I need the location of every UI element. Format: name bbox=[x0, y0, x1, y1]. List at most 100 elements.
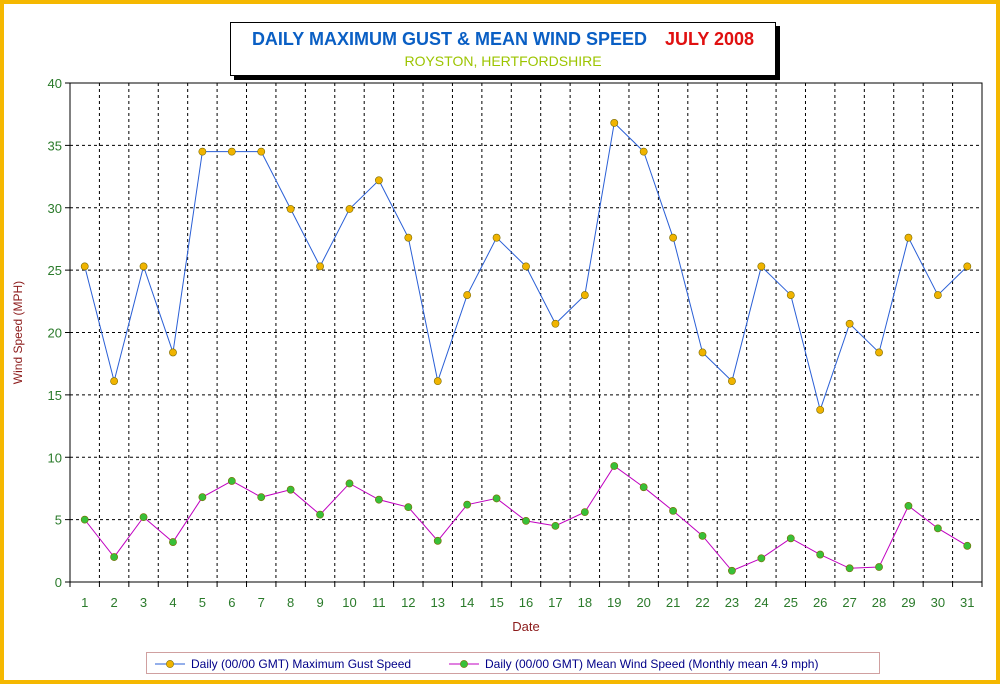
y-tick-label: 35 bbox=[48, 138, 62, 153]
x-tick-label: 17 bbox=[548, 595, 562, 610]
gust-point bbox=[286, 205, 295, 213]
x-tick-label: 28 bbox=[872, 595, 886, 610]
gust-point bbox=[963, 262, 972, 271]
mean-point bbox=[845, 564, 854, 573]
title-period: JULY 2008 bbox=[664, 29, 755, 49]
gust-point bbox=[198, 147, 207, 156]
y-tick-label: 5 bbox=[55, 513, 62, 528]
mean-point bbox=[728, 566, 736, 575]
gust-point bbox=[80, 262, 89, 271]
legend-swatch-mean bbox=[449, 660, 479, 668]
mean-point bbox=[433, 536, 442, 545]
plot-border bbox=[69, 82, 983, 583]
x-tick-label: 26 bbox=[813, 595, 827, 610]
gust-point bbox=[522, 262, 530, 271]
gust-point bbox=[904, 233, 913, 242]
gust-point bbox=[433, 377, 442, 386]
x-tick-label: 16 bbox=[519, 595, 533, 610]
mean-point bbox=[904, 502, 913, 510]
x-tick-label: 14 bbox=[460, 595, 474, 610]
y-axis-label: Wind Speed (MPH) bbox=[11, 281, 25, 384]
gust-point bbox=[551, 319, 560, 328]
gust-point bbox=[933, 291, 942, 299]
title-box: DAILY MAXIMUM GUST & MEAN WIND SPEED JULY… bbox=[230, 22, 776, 76]
x-tick-label: 21 bbox=[666, 595, 680, 610]
gust-point bbox=[110, 377, 119, 386]
x-tick-label: 6 bbox=[228, 595, 235, 610]
x-tick-label: 12 bbox=[401, 595, 415, 610]
x-tick-label: 23 bbox=[725, 595, 739, 610]
gust-point bbox=[816, 405, 825, 414]
mean-point bbox=[757, 554, 766, 563]
x-tick-label: 1 bbox=[81, 595, 88, 610]
mean-point bbox=[375, 495, 383, 504]
mean-point bbox=[345, 479, 354, 488]
gust-point bbox=[698, 348, 707, 357]
mean-point bbox=[169, 538, 177, 546]
x-tick-label: 11 bbox=[372, 595, 386, 610]
x-tick-label: 9 bbox=[316, 595, 323, 610]
mean-point bbox=[786, 534, 795, 543]
y-tick-label: 30 bbox=[48, 201, 62, 216]
gust-point bbox=[757, 262, 766, 271]
mean-point bbox=[257, 493, 266, 502]
gust-point bbox=[786, 291, 795, 299]
x-tick-label: 29 bbox=[901, 595, 915, 610]
gust-point bbox=[404, 233, 413, 242]
mean-point bbox=[963, 541, 972, 550]
x-tick-label: 5 bbox=[199, 595, 206, 610]
mean-point bbox=[227, 477, 236, 485]
x-tick-label: 20 bbox=[636, 595, 650, 610]
x-tick-label: 4 bbox=[169, 595, 176, 610]
mean-point bbox=[316, 510, 324, 519]
x-tick-label: 15 bbox=[489, 595, 503, 610]
gust-point bbox=[227, 147, 236, 156]
mean-point bbox=[933, 524, 942, 533]
y-tick-label: 25 bbox=[48, 263, 62, 278]
x-tick-label: 30 bbox=[931, 595, 945, 610]
gust-point bbox=[463, 291, 472, 299]
gust-point bbox=[875, 348, 883, 357]
gust-point bbox=[257, 147, 266, 156]
gust-point bbox=[139, 262, 148, 271]
mean-point bbox=[80, 515, 89, 524]
mean-point bbox=[404, 503, 413, 512]
mean-point bbox=[492, 494, 501, 503]
gust-point bbox=[492, 233, 501, 242]
legend-label-gust: Daily (00/00 GMT) Maximum Gust Speed bbox=[191, 657, 412, 671]
gust-point bbox=[669, 233, 677, 242]
mean-point bbox=[286, 485, 295, 494]
x-tick-label: 3 bbox=[140, 595, 147, 610]
gust-point bbox=[845, 319, 854, 328]
mean-point bbox=[463, 500, 472, 509]
x-tick-label: 19 bbox=[607, 595, 621, 610]
x-tick-label: 25 bbox=[784, 595, 798, 610]
mean-point bbox=[522, 516, 530, 525]
mean-point bbox=[639, 483, 648, 492]
legend: Daily (00/00 GMT) Maximum Gust Speed Dail… bbox=[146, 652, 880, 674]
y-tick-label: 10 bbox=[48, 450, 62, 465]
mean-point bbox=[875, 563, 883, 571]
x-axis-label: Date bbox=[512, 619, 539, 634]
x-tick-label: 27 bbox=[842, 595, 856, 610]
chart-subtitle: ROYSTON, HERTFORDSHIRE bbox=[404, 53, 602, 69]
gust-point bbox=[345, 205, 354, 213]
gust-point bbox=[375, 176, 383, 185]
title-text: DAILY MAXIMUM GUST & MEAN WIND SPEED bbox=[251, 29, 647, 49]
y-tick-label: 0 bbox=[55, 575, 62, 590]
x-tick-label: 2 bbox=[111, 595, 118, 610]
x-tick-label: 22 bbox=[695, 595, 709, 610]
mean-point bbox=[610, 462, 619, 470]
x-tick-label: 10 bbox=[342, 595, 356, 610]
gust-point bbox=[639, 147, 648, 156]
y-tick-label: 15 bbox=[48, 388, 62, 403]
gust-point bbox=[316, 262, 324, 271]
mean-point bbox=[580, 508, 589, 517]
legend-swatch-gust bbox=[155, 660, 185, 668]
mean-point bbox=[198, 493, 207, 502]
y-tick-label: 20 bbox=[48, 326, 62, 341]
x-tick-label: 7 bbox=[258, 595, 265, 610]
x-tick-label: 31 bbox=[960, 595, 974, 610]
x-tick-label: 8 bbox=[287, 595, 294, 610]
